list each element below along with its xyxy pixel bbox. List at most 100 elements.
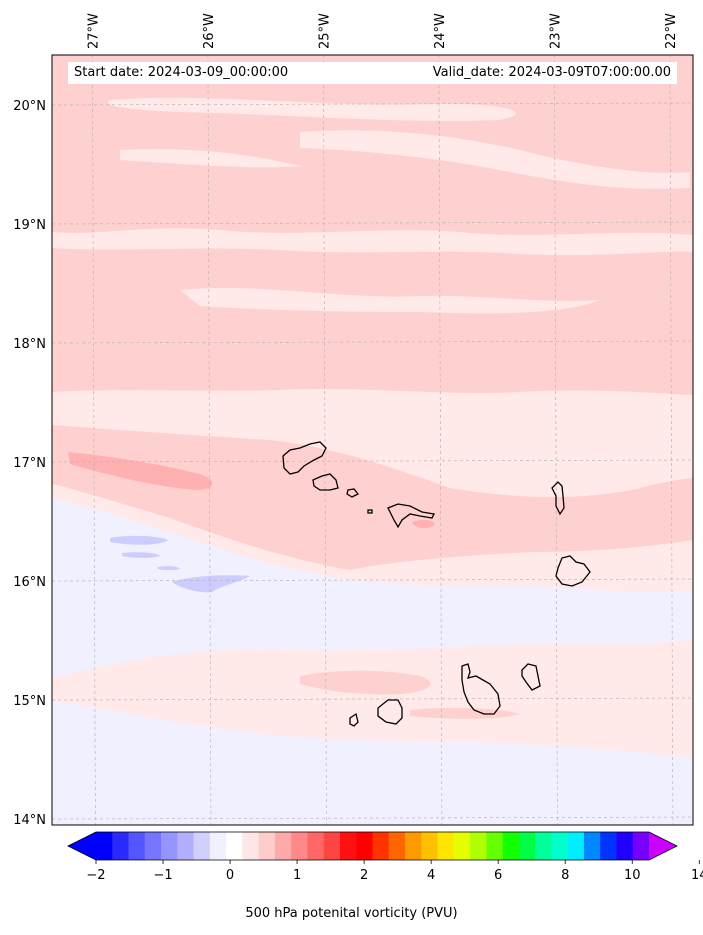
colorbar-tick-label: −1 xyxy=(153,868,172,883)
latitude-labels: 20°N 19°N 18°N 17°N 16°N 15°N 14°N xyxy=(13,99,46,828)
pv-maximum xyxy=(68,452,213,490)
colorbar-over-arrow xyxy=(649,832,677,860)
colorbar-segment xyxy=(339,832,357,860)
latitude-label: 20°N xyxy=(13,99,46,114)
colorbar-segment xyxy=(226,832,243,860)
colorbar-segment xyxy=(632,832,650,860)
meridian-line xyxy=(554,54,558,826)
island-sao-nicolau xyxy=(387,503,435,529)
colorbar-tick-label: 8 xyxy=(561,868,569,883)
colorbar-segment xyxy=(323,832,341,860)
valid-date-label: Valid_date: 2024-03-09T07:00:00.00 xyxy=(408,62,677,84)
colorbar xyxy=(67,831,678,861)
map-frame xyxy=(51,54,694,826)
longitude-label: 22°W xyxy=(664,13,679,49)
pv-field xyxy=(52,55,693,825)
colorbar-segment xyxy=(144,832,162,860)
colorbar-segment xyxy=(112,832,129,860)
longitude-label: 25°W xyxy=(317,13,332,49)
colorbar-tick-label: −2 xyxy=(86,868,105,883)
colorbar-under-arrow xyxy=(68,832,96,860)
colorbar-segment xyxy=(388,832,406,860)
colorbar-segment xyxy=(437,832,455,860)
island-brava xyxy=(349,712,359,727)
latitude-label: 17°N xyxy=(13,456,46,471)
island-raso xyxy=(367,509,373,514)
colorbar-segment xyxy=(405,832,422,860)
colorbar-segment xyxy=(421,832,438,860)
parallel-line xyxy=(51,221,694,225)
pv-maximum xyxy=(412,519,435,529)
pv-negative-area xyxy=(52,498,693,678)
parallel-line xyxy=(51,102,694,106)
longitude-label: 23°W xyxy=(548,13,563,49)
colorbar-segment xyxy=(128,832,146,860)
colorbar-segment xyxy=(567,832,585,860)
meridian-line xyxy=(92,54,96,826)
pv-streak xyxy=(300,130,690,189)
meridian-line xyxy=(669,54,674,826)
pv-negative-area xyxy=(52,700,693,825)
colorbar-segment xyxy=(242,832,260,860)
colorbar-segment xyxy=(486,832,504,860)
colorbar-segment xyxy=(518,832,536,860)
latitude-label: 15°N xyxy=(13,694,46,709)
latitude-label: 14°N xyxy=(13,813,46,828)
colorbar-segment xyxy=(470,832,487,860)
colorbar-segment xyxy=(453,832,471,860)
pv-band-southern xyxy=(410,707,520,719)
colorbar-segment xyxy=(307,832,325,860)
island-santa-luzia xyxy=(346,488,360,498)
colorbar-segment xyxy=(502,832,520,860)
parallel-line xyxy=(51,697,694,701)
colorbar-tick-label: 1 xyxy=(293,868,301,883)
colorbar-tick-label: 14 xyxy=(691,868,703,883)
parallel-line xyxy=(51,816,694,820)
colorbar-segment xyxy=(177,832,194,860)
latitude-label: 16°N xyxy=(13,575,46,590)
pv-negative-core xyxy=(172,575,250,593)
colorbar-segment xyxy=(291,832,308,860)
start-date-label: Start date: 2024-03-09_00:00:00 xyxy=(68,62,414,84)
colorbar-segment xyxy=(96,832,113,860)
colorbar-tick-labels: −2 −1 0 1 2 4 6 8 10 14 xyxy=(86,860,703,883)
colorbar-segment xyxy=(583,832,601,860)
pv-band-southern xyxy=(300,670,431,695)
island-santo-antao xyxy=(282,441,327,475)
colorbar-tick-label: 0 xyxy=(226,868,234,883)
pv-band-south xyxy=(52,425,693,570)
longitude-labels: 27°W 26°W 25°W 24°W 23°W 22°W xyxy=(86,13,678,49)
colorbar-segment xyxy=(551,832,569,860)
pv-streak xyxy=(108,97,516,121)
colorbar-segment xyxy=(616,832,634,860)
parallel-line xyxy=(51,459,694,463)
colorbar-tick-label: 4 xyxy=(427,868,435,883)
islands xyxy=(282,441,591,727)
colorbar-segment xyxy=(193,832,211,860)
longitude-label: 26°W xyxy=(202,13,217,49)
pv-negative-core xyxy=(110,535,168,545)
pv-negative-core xyxy=(158,565,180,571)
pv-band-middle xyxy=(52,248,693,395)
colorbar-segment xyxy=(372,832,390,860)
island-boa-vista xyxy=(555,555,591,587)
meridian-line xyxy=(438,54,443,826)
island-sao-vicente xyxy=(312,473,339,491)
island-sal xyxy=(551,481,565,516)
island-santiago xyxy=(461,663,501,715)
island-maio xyxy=(521,663,541,691)
longitude-label: 24°W xyxy=(433,13,448,49)
colorbar-segment xyxy=(535,832,552,860)
colorbar-title: 500 hPa potenital vorticity (PVU) xyxy=(245,906,458,921)
colorbar-segment xyxy=(356,832,373,860)
pv-streak xyxy=(180,287,600,314)
colorbar-segment xyxy=(161,832,178,860)
colorbar-segment xyxy=(209,832,227,860)
graticule xyxy=(51,54,694,826)
colorbar-tick-label: 6 xyxy=(494,868,502,883)
latitude-label: 18°N xyxy=(13,337,46,352)
colorbar-segment xyxy=(258,832,276,860)
island-fogo xyxy=(377,699,403,725)
meridian-line xyxy=(323,54,327,826)
